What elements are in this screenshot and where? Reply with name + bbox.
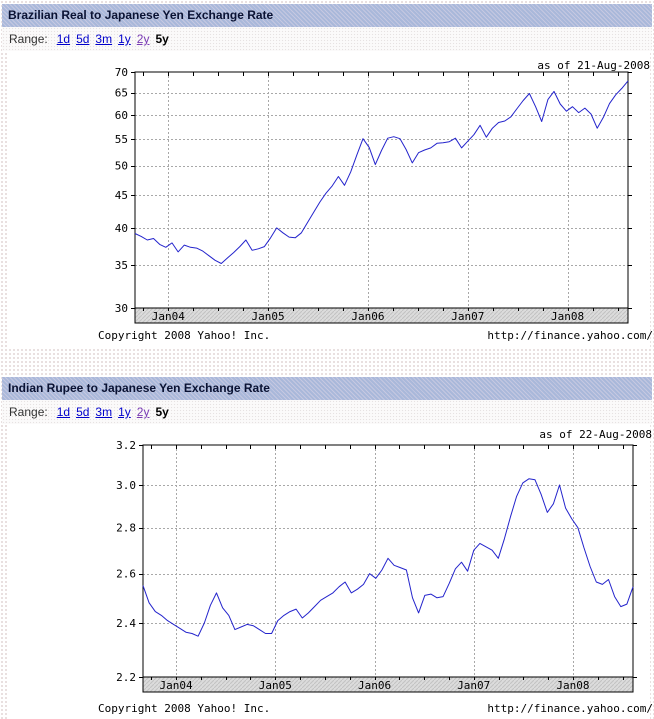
svg-text:2.4: 2.4 xyxy=(116,617,136,630)
source-url[interactable]: http://finance.yahoo.com/ xyxy=(487,329,653,342)
gridlines xyxy=(143,445,633,677)
y-axis-labels: 3.2 3.0 2.8 2.6 2.4 2.2 xyxy=(116,439,136,684)
svg-text:Jan06: Jan06 xyxy=(358,679,391,692)
range-label: Range: xyxy=(9,32,48,46)
range-link-5d[interactable]: 5d xyxy=(76,32,90,46)
range-link-2y[interactable]: 2y xyxy=(136,405,150,419)
svg-text:3.0: 3.0 xyxy=(116,479,136,492)
exchange-rate-chart-brl-jpy: Jan04 Jan05 Jan06 Jan07 Jan08 70 65 60 55 50 45 40 3… xyxy=(9,51,653,347)
svg-text:Jan05: Jan05 xyxy=(259,679,292,692)
as-of-date: as of 22-Aug-2008 xyxy=(539,428,652,441)
svg-text:50: 50 xyxy=(115,160,128,173)
svg-text:Jan06: Jan06 xyxy=(351,310,384,323)
svg-text:Jan05: Jan05 xyxy=(252,310,285,323)
svg-text:55: 55 xyxy=(115,133,128,146)
svg-text:Jan07: Jan07 xyxy=(457,679,490,692)
range-link-2y[interactable]: 2y xyxy=(136,32,150,46)
range-link-3m[interactable]: 3m xyxy=(95,32,113,46)
svg-text:2.8: 2.8 xyxy=(116,522,136,535)
range-link-5y-current[interactable]: 5y xyxy=(155,32,169,46)
svg-text:2.6: 2.6 xyxy=(116,568,136,581)
range-link-5y-current[interactable]: 5y xyxy=(155,405,169,419)
chart-background xyxy=(9,424,650,719)
svg-text:Jan08: Jan08 xyxy=(556,679,589,692)
axis-ticks xyxy=(139,445,637,680)
range-link-3m[interactable]: 3m xyxy=(95,405,113,419)
svg-text:Jan04: Jan04 xyxy=(152,310,185,323)
range-link-5d[interactable]: 5d xyxy=(76,405,90,419)
range-toolbar: Range: 1d 5d 3m 1y 2y 5y xyxy=(2,27,652,51)
svg-text:40: 40 xyxy=(115,222,128,235)
range-label: Range: xyxy=(9,405,48,419)
range-link-1y[interactable]: 1y xyxy=(118,32,131,46)
svg-text:Jan08: Jan08 xyxy=(551,310,584,323)
x-axis-labels: Jan04 Jan05 Jan06 Jan07 Jan08 xyxy=(160,679,590,692)
exchange-rate-chart-inr-jpy: Jan04 Jan05 Jan06 Jan07 Jan08 3.2 3.0 2.8 2.6 2.4… xyxy=(9,424,653,719)
gridlines xyxy=(135,72,628,308)
module-brl-jpy: Brazilian Real to Japanese Yen Exchange … xyxy=(2,0,653,347)
svg-text:45: 45 xyxy=(115,189,128,202)
module-header: Brazilian Real to Japanese Yen Exchange … xyxy=(2,4,652,27)
x-axis-labels: Jan04 Jan05 Jan06 Jan07 Jan08 xyxy=(152,310,584,323)
svg-text:Jan04: Jan04 xyxy=(160,679,193,692)
svg-text:Jan07: Jan07 xyxy=(451,310,484,323)
svg-text:35: 35 xyxy=(115,259,128,272)
source-url[interactable]: http://finance.yahoo.com/ xyxy=(487,702,653,715)
module-inr-jpy: Indian Rupee to Japanese Yen Exchange Ra… xyxy=(2,377,653,719)
price-line xyxy=(142,478,634,637)
svg-text:70: 70 xyxy=(115,66,128,79)
price-line xyxy=(134,80,629,264)
range-link-1d[interactable]: 1d xyxy=(56,32,71,46)
page-title: Brazilian Real to Japanese Yen Exchange … xyxy=(8,8,274,22)
svg-text:60: 60 xyxy=(115,109,128,122)
copyright-text: Copyright 2008 Yahoo! Inc. xyxy=(98,329,270,342)
module-header: Indian Rupee to Japanese Yen Exchange Ra… xyxy=(2,377,652,400)
range-link-1y[interactable]: 1y xyxy=(118,405,131,419)
svg-text:3.2: 3.2 xyxy=(116,439,136,452)
svg-text:65: 65 xyxy=(115,87,128,100)
y-axis-labels: 70 65 60 55 50 45 40 35 30 xyxy=(115,66,128,315)
range-toolbar: Range: 1d 5d 3m 1y 2y 5y xyxy=(2,400,652,424)
plot-border xyxy=(134,71,629,309)
plot-border xyxy=(142,444,634,678)
chart-background xyxy=(9,51,650,347)
page-title: Indian Rupee to Japanese Yen Exchange Ra… xyxy=(8,381,270,395)
copyright-text: Copyright 2008 Yahoo! Inc. xyxy=(98,702,270,715)
as-of-date: as of 21-Aug-2008 xyxy=(537,59,650,72)
range-link-1d[interactable]: 1d xyxy=(56,405,71,419)
axis-ticks xyxy=(131,72,632,311)
svg-text:2.2: 2.2 xyxy=(116,671,136,684)
svg-text:30: 30 xyxy=(115,302,128,315)
